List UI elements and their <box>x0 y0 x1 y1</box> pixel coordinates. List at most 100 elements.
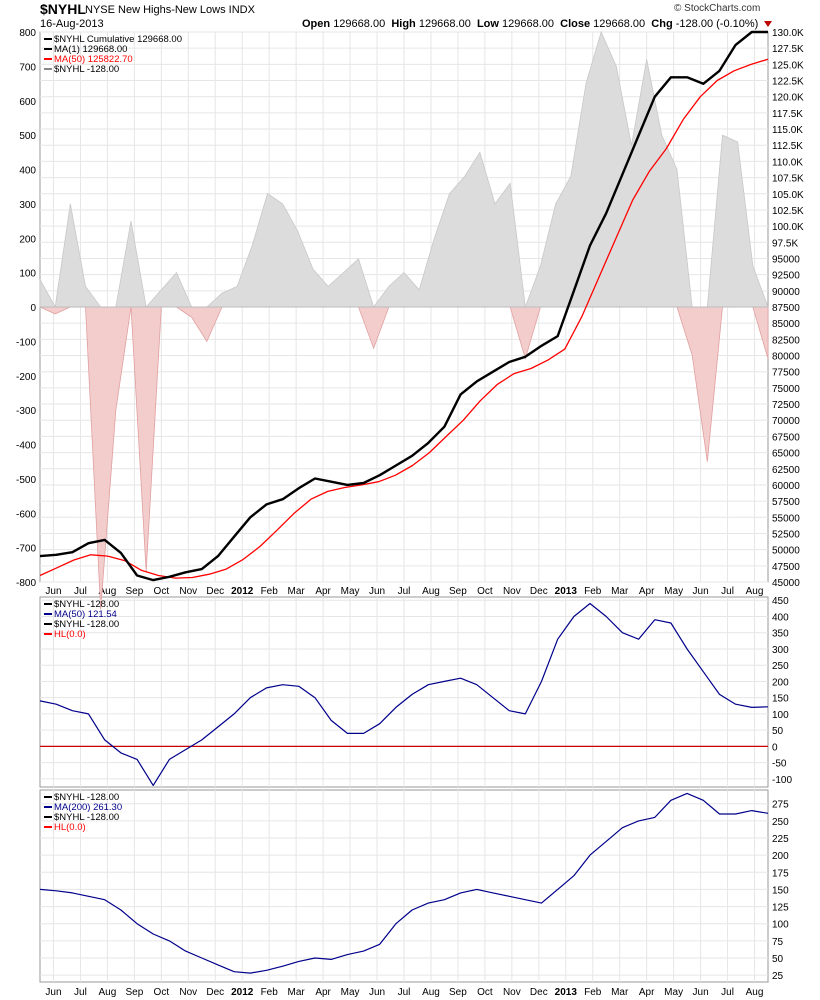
y-right-tick-label: 50000 <box>772 546 800 557</box>
x-tick-label: Nov <box>503 987 521 998</box>
x-tick-label: Feb <box>261 987 279 998</box>
y-right-tick-label: 130.0K <box>772 28 804 39</box>
x-tick-label: Oct <box>154 987 170 998</box>
y-left-tick-label: 800 <box>19 28 36 39</box>
x-tick-label: Sep <box>125 586 143 597</box>
y-right-tick-label: 102.5K <box>772 206 804 217</box>
y-tick-label: 175 <box>772 868 789 879</box>
y-left-tick-label: 200 <box>19 234 36 245</box>
chg-label: Chg <box>651 18 673 30</box>
y-right-tick-label: 125.0K <box>772 60 804 71</box>
y-tick-label: 25 <box>772 971 784 982</box>
legend-swatch <box>44 613 52 615</box>
stockcharts-logo: © StockCharts.com <box>674 3 761 14</box>
symbol: $NYHL <box>40 1 86 17</box>
y-right-tick-label: 55000 <box>772 513 800 524</box>
x-tick-label: Jun <box>369 586 385 597</box>
y-left-tick-label: 700 <box>19 62 36 73</box>
legend-entry: $NYHL -128.00 <box>54 812 119 823</box>
x-tick-label: Jul <box>74 586 87 597</box>
x-tick-label: Sep <box>449 987 467 998</box>
x-tick-label: May <box>664 987 683 998</box>
legend-swatch <box>44 633 52 635</box>
x-tick-label: Jun <box>693 987 709 998</box>
y-right-tick-label: 67500 <box>772 432 800 443</box>
y-tick-label: 250 <box>772 817 789 828</box>
x-tick-label: Dec <box>530 987 548 998</box>
y-left-tick-label: 300 <box>19 200 36 211</box>
x-tick-label: Aug <box>746 586 764 597</box>
y-right-tick-label: 70000 <box>772 416 800 427</box>
x-tick-label: Aug <box>99 586 117 597</box>
y-left-tick-label: -600 <box>16 509 36 520</box>
y-tick-label: 300 <box>772 645 789 656</box>
legend-entry: HL(0.0) <box>54 822 86 833</box>
legend-entry: HL(0.0) <box>54 629 86 640</box>
chart-header: $NYHL NYSE New Highs-New Lows INDX 16-Au… <box>0 0 820 32</box>
x-tick-label: Dec <box>530 586 548 597</box>
legend-swatch <box>44 48 52 50</box>
x-tick-label: Jun <box>45 987 61 998</box>
legend-entry: $NYHL -128.00 <box>54 599 119 610</box>
y-left-tick-label: 0 <box>30 303 36 314</box>
y-tick-label: 275 <box>772 800 789 811</box>
y-left-tick-label: -400 <box>16 441 36 452</box>
y-tick-label: 125 <box>772 903 789 914</box>
y-tick-label: -50 <box>772 759 787 770</box>
x-tick-label: Feb <box>584 586 602 597</box>
legend-entry: $NYHL -128.00 <box>54 619 119 630</box>
symbol-description: NYSE New Highs-New Lows INDX <box>85 4 255 16</box>
y-tick-label: 200 <box>772 851 789 862</box>
y-right-tick-label: 85000 <box>772 319 800 330</box>
ohlc-summary: Open 129668.00 High 129668.00 Low 129668… <box>302 18 773 30</box>
y-right-tick-label: 92500 <box>772 271 800 282</box>
legend-entry: MA(50) 125822.70 <box>54 54 133 65</box>
x-tick-label: Aug <box>422 987 440 998</box>
x-tick-label: Jun <box>45 586 61 597</box>
ma50-line-middle <box>39 602 769 787</box>
legend-entry: MA(1) 129668.00 <box>54 44 127 55</box>
y-right-tick-label: 107.5K <box>772 174 804 185</box>
down-arrow-icon <box>764 21 773 28</box>
x-tick-label: Jun <box>369 987 385 998</box>
x-tick-label: Apr <box>639 586 655 597</box>
x-tick-label: Apr <box>315 586 331 597</box>
y-tick-label: 450 <box>772 596 789 607</box>
x-tick-label: Aug <box>422 586 440 597</box>
legend-swatch <box>44 68 52 70</box>
x-tick-label: Aug <box>746 987 764 998</box>
y-tick-label: 100 <box>772 920 789 931</box>
close-label: Close <box>560 18 591 30</box>
y-tick-label: 150 <box>772 694 789 705</box>
legend-entry: $NYHL Cumulative 129668.00 <box>54 34 182 45</box>
y-tick-label: 225 <box>772 834 789 845</box>
y-right-tick-label: 60000 <box>772 481 800 492</box>
symbol-name: NYSE New Highs-New Lows <box>85 4 226 16</box>
x-tick-label: Jul <box>74 987 87 998</box>
y-right-tick-label: 112.5K <box>772 141 803 152</box>
x-tick-label: Jun <box>693 586 709 597</box>
y-tick-label: -100 <box>772 775 792 786</box>
x-tick-label: 2013 <box>555 987 578 998</box>
y-right-tick-label: 77500 <box>772 368 800 379</box>
open-value: 129668.00 <box>333 18 386 30</box>
y-tick-label: 75 <box>772 937 784 948</box>
y-tick-label: 200 <box>772 677 789 688</box>
chart-date: 16-Aug-2013 <box>40 18 104 30</box>
legend-swatch <box>44 826 52 828</box>
y-left-tick-label: 100 <box>19 269 36 280</box>
y-right-tick-label: 95000 <box>772 254 800 265</box>
y-right-tick-label: 80000 <box>772 352 800 363</box>
y-right-tick-label: 82500 <box>772 335 800 346</box>
x-tick-label: Apr <box>639 987 655 998</box>
y-right-tick-label: 115.0K <box>772 125 803 136</box>
y-right-tick-label: 75000 <box>772 384 800 395</box>
open-label: Open <box>302 18 331 30</box>
x-tick-label: Sep <box>449 586 467 597</box>
y-left-tick-label: 400 <box>19 166 36 177</box>
x-tick-label: Nov <box>503 586 521 597</box>
y-right-tick-label: 120.0K <box>772 93 804 104</box>
x-tick-label: Feb <box>584 987 602 998</box>
symbol-exchange: INDX <box>228 4 255 16</box>
high-value: 129668.00 <box>418 18 471 30</box>
